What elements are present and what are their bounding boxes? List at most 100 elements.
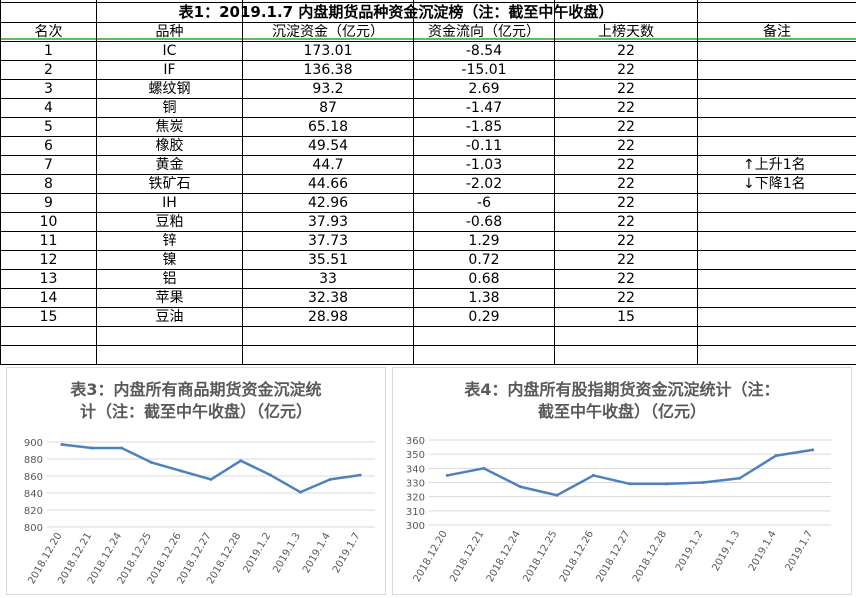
table-cell-fund[interactable]: 42.96 <box>307 195 349 211</box>
header-cell[interactable]: 备注 <box>763 24 791 40</box>
table-cell-flow[interactable]: 0.68 <box>468 271 500 287</box>
table-cell-flow[interactable]: 1.38 <box>468 290 500 306</box>
header-cell[interactable]: 品种 <box>155 24 184 40</box>
table-cell-name[interactable]: 镍 <box>162 252 177 268</box>
data-point <box>179 469 183 473</box>
table-cell-days[interactable]: 22 <box>617 157 635 173</box>
table-cell-fund[interactable]: 32.38 <box>307 290 349 306</box>
table-cell-flow[interactable]: 2.69 <box>468 81 500 97</box>
table-cell-name[interactable]: 铜 <box>162 100 177 116</box>
table-cell-name[interactable]: 苹果 <box>155 290 184 306</box>
table-cell-fund[interactable]: 93.2 <box>312 81 344 97</box>
table-cell-rank[interactable]: 1 <box>44 43 53 59</box>
x-tick-label: 2019.1.2 <box>241 531 273 575</box>
table-cell-fund[interactable]: 44.66 <box>307 176 349 192</box>
table-cell-days[interactable]: 22 <box>617 62 635 78</box>
table-cell-name[interactable]: 铝 <box>162 271 177 287</box>
table-cell-name[interactable]: 螺纹钢 <box>148 81 191 97</box>
y-tick-label: 820 <box>24 506 43 517</box>
table-cell-name[interactable]: IF <box>163 62 176 78</box>
table-cell-fund[interactable]: 28.98 <box>307 309 349 325</box>
table-cell-fund[interactable]: 33 <box>319 271 337 287</box>
table-cell-rank[interactable]: 12 <box>39 252 58 268</box>
table-cell-fund[interactable]: 173.01 <box>303 43 353 59</box>
x-tick-label: 2019.1.2 <box>674 529 706 573</box>
table-cell-rank[interactable]: 15 <box>39 309 58 325</box>
table-cell-days[interactable]: 22 <box>617 233 635 249</box>
table-cell-name[interactable]: 铁矿石 <box>148 176 191 192</box>
table-cell-name[interactable]: 焦炭 <box>155 119 184 135</box>
table-cell-flow[interactable]: -1.03 <box>465 157 503 173</box>
table-cell-rank[interactable]: 13 <box>39 271 58 287</box>
table-cell-flow[interactable]: -6 <box>477 195 491 211</box>
table-cell-rank[interactable]: 7 <box>44 157 53 173</box>
table-cell-rank[interactable]: 6 <box>44 138 53 154</box>
header-cell[interactable]: 资金流向（亿元） <box>428 24 540 40</box>
table-cell-flow[interactable]: 0.72 <box>468 252 500 268</box>
chart-index-panel[interactable]: 表4：内盘所有股指期货资金沉淀统计（注： 截至中午收盘）（亿元） 300 310 3… <box>392 367 852 595</box>
table-cell-days[interactable]: 22 <box>617 252 635 268</box>
grid-hline <box>0 193 856 194</box>
table-cell-fund[interactable]: 65.18 <box>307 119 349 135</box>
table-cell-note[interactable]: ↑上升1名 <box>743 157 806 173</box>
table-cell-flow[interactable]: -1.47 <box>465 100 503 116</box>
table-cell-name[interactable]: IC <box>162 43 177 59</box>
grid-hline <box>0 98 856 99</box>
x-tick-label: 2019.1.7 <box>784 529 816 573</box>
table-cell-flow[interactable]: 1.29 <box>468 233 500 249</box>
table-cell-flow[interactable]: -2.02 <box>465 176 503 192</box>
y-tick-label: 360 <box>406 436 425 447</box>
table-cell-rank[interactable]: 5 <box>44 119 53 135</box>
y-tick-label: 300 <box>406 521 425 532</box>
table-cell-name[interactable]: 锌 <box>162 233 177 249</box>
table-cell-flow[interactable]: -0.68 <box>465 214 503 230</box>
table-cell-days[interactable]: 22 <box>617 81 635 97</box>
table-cell-fund[interactable]: 44.7 <box>312 157 344 173</box>
table-cell-fund[interactable]: 35.51 <box>307 252 349 268</box>
table-cell-name[interactable]: 豆油 <box>155 309 184 325</box>
table-cell-rank[interactable]: 9 <box>44 195 53 211</box>
table-cell-days[interactable]: 22 <box>617 214 635 230</box>
data-point <box>358 473 362 477</box>
table-cell-rank[interactable]: 10 <box>39 214 58 230</box>
table-cell-fund[interactable]: 136.38 <box>303 62 353 78</box>
grid-hline <box>0 345 856 346</box>
table-cell-fund[interactable]: 37.93 <box>307 214 349 230</box>
grid-hline <box>0 79 856 80</box>
table-cell-fund[interactable]: 49.54 <box>307 138 349 154</box>
table-cell-days[interactable]: 22 <box>617 176 635 192</box>
header-cell[interactable]: 名次 <box>34 24 63 40</box>
table-cell-fund[interactable]: 37.73 <box>307 233 349 249</box>
table-cell-name[interactable]: 豆粕 <box>155 214 184 230</box>
table-cell-rank[interactable]: 2 <box>44 62 53 78</box>
table-cell-name[interactable]: IH <box>162 195 177 211</box>
table-cell-flow[interactable]: -0.11 <box>465 138 503 154</box>
table-cell-days[interactable]: 22 <box>617 138 635 154</box>
table-cell-flow[interactable]: 0.29 <box>468 309 500 325</box>
table-cell-rank[interactable]: 3 <box>44 81 53 97</box>
table-cell-days[interactable]: 22 <box>617 271 635 287</box>
table-cell-flow[interactable]: -8.54 <box>465 43 503 59</box>
chart-index-svg: 3003103203303403503602018.12.202018.12.2… <box>406 436 831 584</box>
table-cell-rank[interactable]: 8 <box>44 176 53 192</box>
table-cell-fund[interactable]: 87 <box>319 100 337 116</box>
table-cell-rank[interactable]: 14 <box>39 290 58 306</box>
data-point <box>298 490 302 494</box>
table-cell-days[interactable]: 22 <box>617 195 635 211</box>
table-cell-days[interactable]: 22 <box>617 43 635 59</box>
table-cell-days[interactable]: 22 <box>617 290 635 306</box>
table-cell-name[interactable]: 橡胶 <box>155 138 184 154</box>
table-cell-days[interactable]: 22 <box>617 100 635 116</box>
table-cell-name[interactable]: 黄金 <box>155 157 184 173</box>
x-tick-label: 2018.12.27 <box>594 529 632 584</box>
table-cell-rank[interactable]: 11 <box>39 233 58 249</box>
table-cell-note[interactable]: ↓下降1名 <box>743 176 806 192</box>
header-cell[interactable]: 上榜天数 <box>598 24 654 40</box>
table-cell-days[interactable]: 15 <box>617 309 635 325</box>
table-cell-flow[interactable]: -1.85 <box>465 119 503 135</box>
chart-commodity-panel[interactable]: 表3：内盘所有商品期货资金沉淀统 计（注：截至中午收盘）（亿元） 800 820 8… <box>6 367 386 595</box>
table-cell-flow[interactable]: -15.01 <box>461 62 507 78</box>
table-cell-days[interactable]: 22 <box>617 119 635 135</box>
header-cell[interactable]: 沉淀资金（亿元） <box>272 24 384 40</box>
table-cell-rank[interactable]: 4 <box>44 100 53 116</box>
